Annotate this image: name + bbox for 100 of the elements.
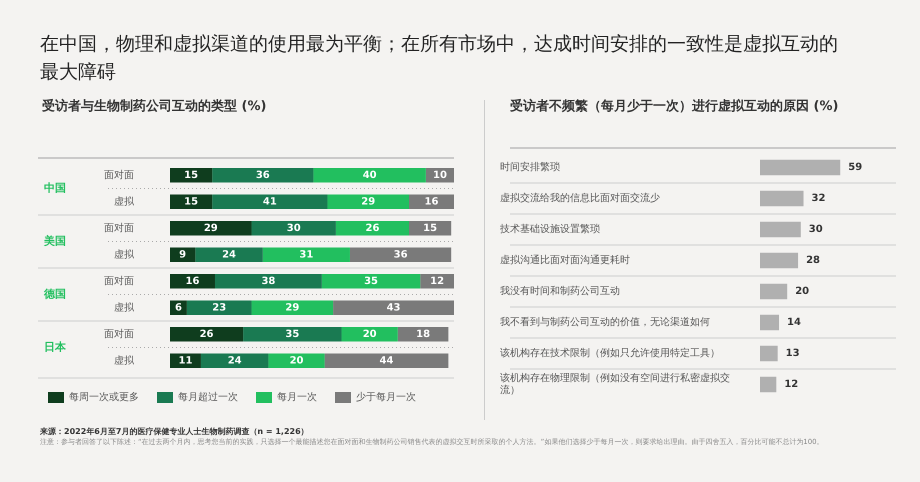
bar bbox=[262, 247, 350, 262]
bar bbox=[212, 168, 314, 183]
bar bbox=[322, 274, 420, 289]
data-label: 36 bbox=[256, 170, 270, 181]
bar bbox=[336, 220, 410, 236]
bar bbox=[760, 160, 840, 176]
bar bbox=[324, 353, 448, 368]
data-label: 18 bbox=[416, 328, 430, 340]
data-label: 24 bbox=[228, 355, 242, 366]
bar bbox=[350, 247, 452, 262]
bar bbox=[760, 190, 804, 206]
bar bbox=[760, 314, 780, 330]
data-label: 26 bbox=[365, 222, 380, 234]
chart-subtitle: 受访者与生物制药公司互动的类型 (%) bbox=[42, 98, 266, 115]
bar bbox=[170, 220, 252, 236]
data-label: 6 bbox=[174, 302, 182, 314]
bar bbox=[195, 247, 263, 262]
legend-label: 每月一次 bbox=[277, 391, 317, 404]
data-label: 35 bbox=[285, 328, 300, 340]
data-label: 14 bbox=[787, 317, 801, 328]
chart-title: 受访者不频繁（每月少于一次）进行虚拟互动的原因 (%) bbox=[510, 98, 838, 115]
text: 德国 bbox=[43, 287, 66, 300]
data-label: 10 bbox=[432, 170, 447, 181]
legend-label: 每周一次或更多 bbox=[69, 391, 139, 404]
bar bbox=[200, 353, 268, 368]
bar bbox=[760, 376, 776, 392]
data-label: 15 bbox=[184, 196, 198, 208]
bar bbox=[342, 326, 398, 342]
y-tick-label: 虚拟 bbox=[114, 301, 135, 314]
data-label: 29 bbox=[361, 196, 376, 208]
data-label: 12 bbox=[430, 276, 444, 287]
data-label: 20 bbox=[795, 286, 810, 298]
data-label: 23 bbox=[212, 302, 226, 314]
data-label: 20 bbox=[290, 355, 304, 366]
bar bbox=[327, 194, 410, 210]
data-label: 40 bbox=[362, 170, 377, 181]
y-tick-label: 面对面 bbox=[104, 222, 134, 234]
source-note: 来源：2022年6月至7月的医疗保健专业人士生物制药调查（n = 1,226） bbox=[40, 426, 310, 437]
bar bbox=[252, 220, 336, 236]
bar bbox=[760, 252, 798, 268]
data-label: 12 bbox=[784, 379, 798, 390]
data-label: 43 bbox=[386, 302, 401, 314]
data-label: 11 bbox=[178, 355, 192, 366]
data-label: 30 bbox=[808, 224, 823, 236]
bar bbox=[313, 168, 426, 183]
data-label: 30 bbox=[286, 222, 301, 234]
bar bbox=[760, 284, 788, 300]
bar bbox=[170, 274, 215, 289]
y-tick-label: 虚拟沟通比面对面沟通更耗时 bbox=[500, 254, 630, 266]
data-label: 13 bbox=[786, 348, 800, 360]
chart-title: 在中国，物理和虚拟渠道的使用最为平衡；在所有市场中，达成时间安排的一致性是虚拟互动的最大障碍 bbox=[40, 32, 839, 85]
data-label: 24 bbox=[222, 249, 236, 260]
bar bbox=[214, 274, 322, 289]
bar bbox=[409, 194, 454, 210]
y-tick-label: 该机构存在物理限制（例如没有空间进行私密虚拟交流） bbox=[500, 372, 730, 396]
text: 日本 bbox=[44, 340, 67, 354]
data-label: 32 bbox=[812, 193, 826, 204]
data-label: 29 bbox=[285, 302, 300, 314]
data-label: 9 bbox=[179, 249, 186, 260]
data-label: 15 bbox=[184, 170, 198, 181]
y-tick-label: 面对面 bbox=[104, 168, 134, 181]
data-label: 16 bbox=[186, 276, 200, 287]
y-tick-label: 虚拟 bbox=[114, 354, 135, 366]
data-label: 38 bbox=[261, 276, 276, 287]
data-label: 20 bbox=[362, 328, 377, 340]
data-label: 36 bbox=[394, 249, 408, 260]
legend-label: 每月超过一次 bbox=[178, 391, 238, 404]
data-label: 16 bbox=[424, 196, 438, 208]
bar bbox=[170, 247, 196, 262]
data-label: 44 bbox=[380, 355, 394, 366]
text: 中国 bbox=[44, 181, 66, 194]
data-label: 15 bbox=[423, 222, 438, 234]
data-label: 28 bbox=[806, 255, 820, 266]
bar bbox=[760, 346, 778, 362]
y-tick-label: 我没有时间和制药公司互动 bbox=[500, 285, 620, 298]
y-tick-label: 虚拟 bbox=[114, 195, 135, 208]
bar bbox=[186, 300, 252, 316]
data-label: 31 bbox=[299, 249, 314, 260]
y-tick-label: 技术基础设施设置繁琐 bbox=[499, 223, 600, 236]
y-tick-label: 面对面 bbox=[104, 274, 134, 287]
legend-label: 少于每月一次 bbox=[356, 391, 416, 404]
bar bbox=[212, 194, 328, 210]
bar bbox=[243, 326, 342, 342]
y-tick-label: 时间安排繁琐 bbox=[500, 161, 560, 174]
bar bbox=[170, 326, 244, 342]
data-label: 41 bbox=[262, 196, 277, 208]
y-tick-label: 面对面 bbox=[104, 328, 134, 340]
y-tick-label: 虚拟交流给我的信息比面对面交流少 bbox=[500, 192, 660, 204]
text: 美国 bbox=[43, 234, 66, 248]
bar bbox=[252, 300, 334, 316]
y-tick-label: 虚拟 bbox=[114, 248, 135, 260]
bar bbox=[398, 326, 448, 342]
data-label: 59 bbox=[848, 162, 862, 174]
bar bbox=[333, 300, 454, 316]
data-label: 29 bbox=[204, 222, 218, 234]
bar bbox=[760, 222, 801, 238]
data-label: 26 bbox=[200, 328, 214, 340]
data-label: 35 bbox=[364, 276, 378, 287]
y-tick-label: 我不看到与制药公司互动的价值，无论渠道如何 bbox=[500, 316, 710, 328]
bar bbox=[268, 353, 325, 368]
